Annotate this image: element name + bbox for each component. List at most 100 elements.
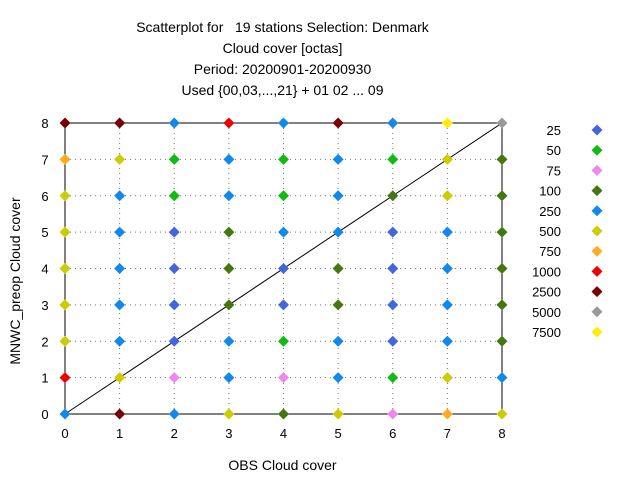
data-point — [114, 263, 126, 274]
data-point — [496, 226, 508, 238]
data-point — [387, 335, 399, 347]
x-tick-label: 7 — [444, 426, 451, 441]
data-point — [278, 335, 289, 347]
data-point — [59, 335, 71, 347]
data-point — [278, 263, 289, 274]
data-point — [59, 408, 71, 420]
data-point — [59, 372, 71, 384]
x-tick-label: 5 — [335, 426, 342, 441]
data-point — [168, 299, 180, 311]
data-point — [168, 226, 180, 238]
title-line-2: Cloud cover [octas] — [222, 40, 343, 56]
data-point — [114, 299, 126, 311]
data-points — [59, 117, 508, 420]
data-point — [223, 226, 235, 238]
legend-marker — [591, 326, 603, 338]
data-point — [332, 299, 344, 311]
y-tick-label: 4 — [41, 262, 48, 277]
x-tick-label: 0 — [61, 426, 68, 441]
data-point — [496, 408, 508, 420]
data-point — [387, 190, 399, 202]
data-point — [387, 153, 399, 165]
data-point — [278, 190, 289, 202]
x-tick-label: 6 — [389, 426, 396, 441]
data-point — [496, 117, 508, 129]
legend-label: 250 — [539, 204, 561, 219]
data-point — [496, 190, 508, 202]
data-point — [114, 153, 126, 165]
legend-marker — [591, 205, 603, 217]
y-tick-label: 5 — [41, 225, 48, 240]
data-point — [496, 335, 508, 347]
legend-marker — [591, 306, 603, 318]
x-tick-label: 1 — [116, 426, 123, 441]
data-point — [332, 263, 344, 274]
data-point — [223, 299, 235, 311]
legend-marker — [591, 286, 603, 298]
data-point — [496, 153, 508, 165]
data-point — [223, 372, 235, 384]
data-point — [114, 335, 126, 347]
data-point — [114, 226, 126, 238]
legend-label: 100 — [539, 184, 561, 199]
data-point — [332, 372, 344, 384]
legend-label: 2500 — [532, 285, 561, 300]
legend-label: 750 — [539, 244, 561, 259]
title-line-1: Scatterplot for 19 stations Selection: D… — [136, 19, 429, 35]
x-tick-label: 4 — [280, 426, 287, 441]
legend-label: 7500 — [532, 325, 561, 340]
data-point — [278, 408, 289, 420]
y-axis-label: MNWC_preop Cloud cover — [7, 197, 23, 365]
data-point — [278, 153, 289, 165]
data-point — [59, 299, 71, 311]
data-point — [332, 153, 344, 165]
data-point — [223, 335, 235, 347]
legend-label: 75 — [547, 163, 561, 178]
data-point — [168, 153, 180, 165]
legend-marker — [591, 225, 603, 237]
legend-marker — [591, 144, 603, 156]
data-point — [441, 153, 453, 165]
data-point — [278, 372, 289, 384]
data-point — [59, 190, 71, 202]
x-tick-label: 8 — [498, 426, 505, 441]
data-point — [387, 226, 399, 238]
data-point — [496, 299, 508, 311]
data-point — [168, 372, 180, 384]
data-point — [441, 372, 453, 384]
data-point — [496, 263, 508, 274]
data-point — [114, 372, 126, 384]
data-point — [332, 226, 344, 238]
data-point — [114, 190, 126, 202]
legend-label: 50 — [547, 143, 561, 158]
data-point — [168, 335, 180, 347]
data-point — [441, 299, 453, 311]
legend-marker — [591, 245, 603, 257]
data-point — [278, 299, 289, 311]
data-point — [223, 117, 235, 129]
y-tick-label: 2 — [41, 334, 48, 349]
data-point — [441, 226, 453, 238]
data-point — [387, 299, 399, 311]
data-point — [59, 153, 71, 165]
data-point — [441, 408, 453, 420]
legend-marker — [591, 164, 603, 176]
x-tick-label: 2 — [171, 426, 178, 441]
data-point — [114, 408, 126, 420]
tick-labels: 0 1 2 3 4 5 6 7 8 0 1 2 3 4 5 6 7 8 — [41, 116, 505, 441]
data-point — [332, 335, 344, 347]
legend-marker — [591, 265, 603, 277]
y-tick-label: 3 — [41, 298, 48, 313]
y-tick-label: 8 — [41, 116, 48, 131]
data-point — [332, 117, 344, 129]
legend-label: 5000 — [532, 305, 561, 320]
data-point — [223, 153, 235, 165]
data-point — [441, 263, 453, 274]
title-line-3: Period: 20200901-20200930 — [193, 61, 372, 77]
y-tick-label: 1 — [41, 371, 48, 386]
y-tick-label: 7 — [41, 152, 48, 167]
data-point — [496, 372, 508, 384]
x-tick-label: 3 — [225, 426, 232, 441]
data-point — [59, 117, 71, 129]
